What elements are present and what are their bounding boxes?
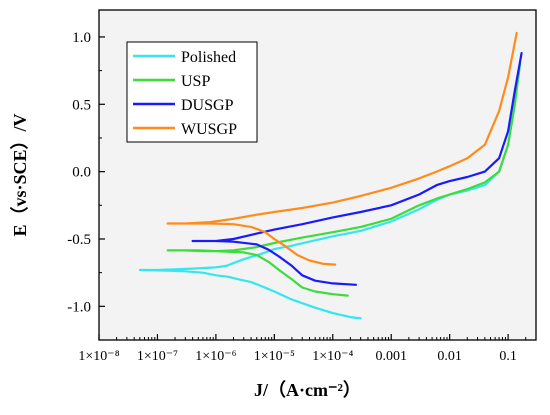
legend-label: Polished <box>181 49 236 66</box>
axis-ticks: 1×10⁻⁸ 1×10⁻⁷ 1×10⁻⁶ 1×10⁻⁵ 1×10⁻⁴ 0.001 0.01 0… <box>67 30 527 364</box>
legend-label: USP <box>181 73 210 90</box>
y-tick-label: 1.0 <box>72 30 91 46</box>
x-tick-label: 1×10⁻⁷ <box>137 349 178 364</box>
x-tick-label: 1×10⁻⁴ <box>312 349 353 364</box>
series-line-wusgp <box>166 31 518 266</box>
y-axis-label: E（vs·SCE）/V <box>10 113 30 236</box>
plot-frame <box>98 9 537 341</box>
legend: Polished USP DUSGP WUSGP <box>126 41 258 143</box>
y-tick-label: 0.0 <box>72 165 91 181</box>
x-tick-label: 0.001 <box>375 349 407 364</box>
x-tick-label: 1×10⁻⁵ <box>254 349 295 364</box>
legend-box <box>126 41 258 143</box>
x-tick-label: 1×10⁻⁸ <box>78 349 119 364</box>
legend-label: WUSGP <box>181 121 237 138</box>
series-line-usp <box>166 62 522 297</box>
x-tick-label: 1×10⁻⁶ <box>195 349 236 364</box>
x-axis-label: J/（A·cm⁻²） <box>254 380 361 400</box>
legend-label: DUSGP <box>181 97 234 114</box>
x-tick-label: 0.1 <box>499 349 517 364</box>
x-tick-label: 0.01 <box>437 349 462 364</box>
series-layer <box>138 31 523 320</box>
y-tick-label: -0.5 <box>67 232 91 248</box>
y-tick-label: -1.0 <box>67 299 91 315</box>
y-tick-label: 0.5 <box>72 97 91 113</box>
